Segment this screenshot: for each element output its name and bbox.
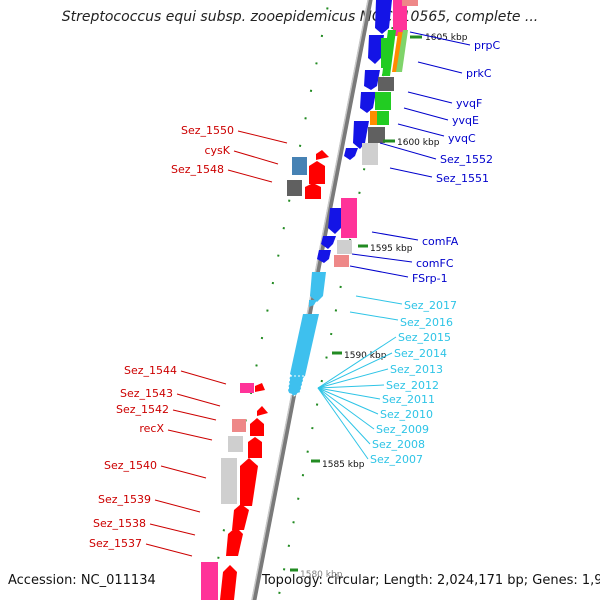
- gene-block[interactable]: [248, 437, 262, 458]
- gene-block[interactable]: [309, 161, 325, 184]
- right-gene-cluster-top: [344, 0, 418, 165]
- gene-block[interactable]: [310, 272, 326, 302]
- gene-label-Sez_2013[interactable]: Sez_2013: [390, 363, 443, 376]
- gene-block[interactable]: [375, 0, 392, 34]
- gene-label-prpC[interactable]: prpC: [474, 39, 500, 52]
- gene-block[interactable]: [364, 70, 380, 90]
- cyan-gene-labels: Sez_2017 Sez_2016 Sez_2015 Sez_2014 Sez_…: [317, 295, 457, 466]
- gene-label-yvqC[interactable]: yvqC: [448, 132, 476, 145]
- gene-block[interactable]: [377, 111, 389, 125]
- gene-block[interactable]: [240, 383, 254, 393]
- gene-label-Sez_2009[interactable]: Sez_2009: [376, 423, 429, 436]
- gene-label-Sez_1544[interactable]: Sez_1544: [124, 364, 177, 377]
- gene-label-Sez_2007[interactable]: Sez_2007: [370, 453, 423, 466]
- gene-block[interactable]: [240, 458, 258, 506]
- gene-label-comFC[interactable]: comFC: [416, 257, 454, 270]
- gene-block[interactable]: [201, 562, 218, 600]
- scale-marks: 1605 kbp 1600 kbp 1595 kbp 1590 kbp 1585…: [290, 33, 468, 580]
- gene-block[interactable]: [370, 111, 378, 125]
- gene-block[interactable]: [368, 127, 385, 143]
- gene-block[interactable]: [378, 77, 394, 91]
- gene-block[interactable]: [353, 121, 369, 149]
- gene-block[interactable]: [375, 92, 391, 110]
- right-gene-cluster-middle: [317, 198, 357, 267]
- gene-block[interactable]: [393, 0, 407, 36]
- gene-label-comFA[interactable]: comFA: [422, 235, 459, 248]
- gene-block[interactable]: [232, 419, 246, 432]
- scale-label: 1580 kbp: [300, 570, 343, 580]
- gene-label-Sez_2016[interactable]: Sez_2016: [400, 316, 453, 329]
- left-gene-cluster-top: [287, 150, 329, 199]
- gene-block[interactable]: [305, 183, 321, 199]
- gene-block[interactable]: [368, 35, 384, 64]
- gene-block[interactable]: [250, 418, 264, 436]
- gene-label-Sez_1551[interactable]: Sez_1551: [436, 172, 489, 185]
- gene-label-cysK[interactable]: cysK: [204, 144, 230, 157]
- cyan-gene-cluster: [287, 272, 326, 397]
- accession-label: Accession: NC_011134: [8, 573, 156, 588]
- gene-label-Sez_2012[interactable]: Sez_2012: [386, 379, 439, 392]
- gene-block[interactable]: [402, 0, 418, 6]
- gene-label-Sez_2008[interactable]: Sez_2008: [372, 438, 425, 451]
- gene-label-Sez_1539[interactable]: Sez_1539: [98, 493, 151, 506]
- topology-label: Topology: circular; Length: 2,024,171 bp…: [262, 573, 600, 588]
- gene-block[interactable]: [362, 143, 378, 165]
- gene-block[interactable]: [257, 406, 268, 416]
- gene-label-Sez_1537[interactable]: Sez_1537: [89, 537, 142, 550]
- scale-label: 1595 kbp: [370, 244, 413, 254]
- gene-label-Sez_1543[interactable]: Sez_1543: [120, 387, 173, 400]
- gene-block[interactable]: [317, 250, 331, 263]
- scale-label: 1590 kbp: [344, 351, 387, 361]
- left-gene-labels: Sez_1550 cysK Sez_1548 Sez_1544 Sez_1543…: [89, 124, 288, 557]
- gene-label-recX[interactable]: recX: [139, 422, 164, 435]
- gene-block[interactable]: [328, 208, 344, 234]
- gene-label-Sez_1538[interactable]: Sez_1538: [93, 517, 146, 530]
- gene-label-Sez_2014[interactable]: Sez_2014: [394, 347, 447, 360]
- gene-block[interactable]: [287, 375, 305, 397]
- gene-block[interactable]: [228, 436, 243, 452]
- gene-label-Sez_2015[interactable]: Sez_2015: [398, 331, 451, 344]
- gene-label-prkC[interactable]: prkC: [466, 67, 492, 80]
- gene-label-FSrp-1[interactable]: FSrp-1: [412, 272, 448, 285]
- gene-label-yvqE[interactable]: yvqE: [452, 114, 479, 127]
- gene-label-Sez_2010[interactable]: Sez_2010: [380, 408, 433, 421]
- left-gene-cluster-bottom: [201, 383, 268, 600]
- gene-block[interactable]: [255, 383, 265, 392]
- gene-block[interactable]: [232, 504, 249, 530]
- gene-block[interactable]: [290, 314, 319, 380]
- gene-block[interactable]: [309, 300, 317, 307]
- gene-label-Sez_2017[interactable]: Sez_2017: [404, 299, 457, 312]
- gene-label-Sez_1550[interactable]: Sez_1550: [181, 124, 234, 137]
- gene-label-Sez_1542[interactable]: Sez_1542: [116, 403, 169, 416]
- gene-block[interactable]: [221, 458, 237, 504]
- gene-block[interactable]: [396, 30, 408, 72]
- map-title: Streptococcus equi subsp. zooepidemicus …: [61, 9, 539, 25]
- gene-label-Sez_1548[interactable]: Sez_1548: [171, 163, 224, 176]
- gene-label-Sez_2011[interactable]: Sez_2011: [382, 393, 435, 406]
- scale-label: 1605 kbp: [425, 33, 468, 43]
- gene-block[interactable]: [360, 92, 376, 113]
- gene-label-yvqF[interactable]: yvqF: [456, 97, 482, 110]
- gene-block[interactable]: [226, 527, 243, 556]
- gene-block[interactable]: [381, 38, 390, 68]
- gene-block[interactable]: [337, 240, 352, 254]
- gene-block[interactable]: [287, 180, 302, 196]
- gene-label-Sez_1540[interactable]: Sez_1540: [104, 459, 157, 472]
- gene-label-Sez_1552[interactable]: Sez_1552: [440, 153, 493, 166]
- gene-block[interactable]: [344, 148, 358, 160]
- gene-block[interactable]: [292, 157, 307, 175]
- scale-label: 1600 kbp: [397, 138, 440, 148]
- gene-block[interactable]: [316, 150, 329, 160]
- scale-label: 1585 kbp: [322, 460, 365, 470]
- gene-block[interactable]: [334, 255, 349, 267]
- gene-block[interactable]: [220, 565, 237, 600]
- right-gene-labels: prpC prkC yvqF yvqE yvqC Sez_1552 Sez_15…: [349, 31, 500, 285]
- gene-block[interactable]: [321, 236, 336, 249]
- gene-block[interactable]: [341, 198, 357, 238]
